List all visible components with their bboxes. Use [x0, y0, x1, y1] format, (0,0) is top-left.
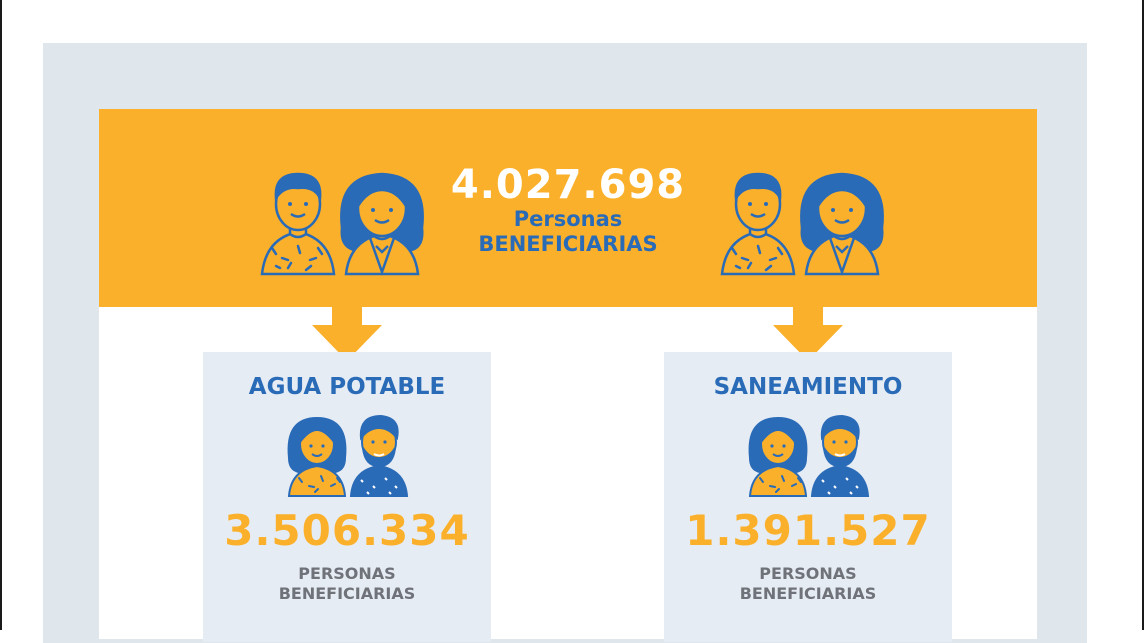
arrow-down-icon: [773, 307, 843, 361]
card-value: 3.506.334: [224, 506, 470, 555]
card-label: PERSONAS BENEFICIARIAS: [203, 564, 491, 604]
card-value: 1.391.527: [685, 506, 931, 555]
people-group-icon: [260, 172, 424, 276]
card-label-line1: PERSONAS: [759, 564, 857, 583]
total-value: 4.027.698: [450, 162, 686, 208]
card-label-line1: PERSONAS: [298, 564, 396, 583]
card-title: SANEAMIENTO: [713, 374, 903, 400]
people-group-icon: [748, 414, 870, 497]
people-group-icon: [287, 414, 409, 497]
total-label-line1: Personas: [513, 207, 623, 231]
card-saneamiento: SANEAMIENTO 1.391.527 PERSONAS BENEFICIA…: [664, 352, 952, 642]
total-beneficiaries: 4.027.698 Personas BENEFICIARIAS: [430, 163, 706, 257]
card-label: PERSONAS BENEFICIARIAS: [664, 564, 952, 604]
arrow-down-icon: [312, 307, 382, 361]
people-group-icon: [720, 172, 884, 276]
card-agua-potable: AGUA POTABLE 3.506.334 PERSONAS BENEFICI…: [203, 352, 491, 642]
card-label-line2: BENEFICIARIAS: [739, 584, 877, 603]
card-title: AGUA POTABLE: [248, 374, 446, 400]
card-label-line2: BENEFICIARIAS: [278, 584, 416, 603]
total-label-line2: BENEFICIARIAS: [478, 232, 658, 256]
